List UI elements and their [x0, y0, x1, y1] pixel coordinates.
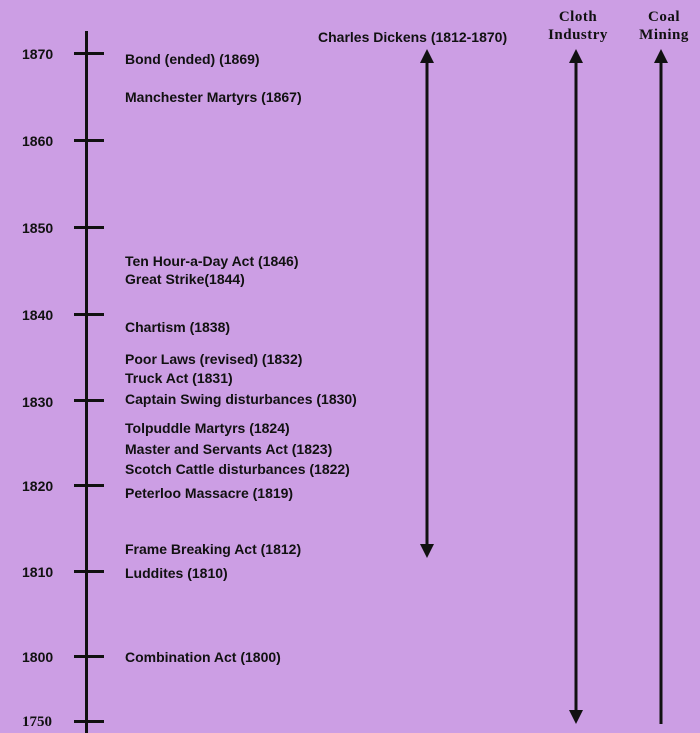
tick-1840 [74, 313, 104, 316]
event-label: Captain Swing disturbances (1830) [125, 391, 357, 407]
event-label: Bond (ended) (1869) [125, 51, 260, 67]
event-label: Truck Act (1831) [125, 370, 233, 386]
year-label: 1840 [22, 307, 54, 323]
year-label: 1800 [22, 649, 54, 665]
event-label: Ten Hour-a-Day Act (1846) [125, 253, 299, 269]
coal-header-line1: Coal [648, 9, 680, 25]
event-label: Manchester Martyrs (1867) [125, 89, 302, 105]
tick-1860 [74, 139, 104, 142]
event-label: Tolpuddle Martyrs (1824) [125, 420, 290, 436]
year-label: 1750 [22, 714, 52, 730]
event-label: Peterloo Massacre (1819) [125, 485, 294, 501]
year-label: 1860 [22, 133, 54, 149]
cloth-header-line2: Industry [548, 27, 608, 43]
event-label: Frame Breaking Act (1812) [125, 541, 302, 557]
tick-1850 [74, 226, 104, 229]
year-label: 1830 [22, 394, 54, 410]
event-label: Great Strike(1844) [125, 271, 245, 287]
cloth-header-line1: Cloth [558, 9, 598, 25]
event-label: Master and Servants Act (1823) [125, 441, 333, 457]
year-label: 1810 [22, 564, 54, 580]
coal-mining-span-arrow [654, 49, 668, 724]
tick-1810 [74, 570, 104, 573]
event-label: Poor Laws (revised) (1832) [125, 351, 303, 367]
year-label: 1850 [22, 220, 54, 236]
coal-mining-header: Coal Mining [634, 8, 694, 44]
event-label: Luddites (1810) [125, 565, 228, 581]
event-label: Chartism (1838) [125, 319, 231, 335]
event-label: Scotch Cattle disturbances (1822) [125, 461, 350, 477]
tick-1870 [74, 52, 104, 55]
tick-1830 [74, 399, 104, 402]
cloth-industry-header: Cloth Industry [542, 8, 614, 44]
tick-1800 [74, 655, 104, 658]
coal-header-line2: Mining [639, 27, 689, 43]
dickens-span-arrow [420, 49, 434, 558]
tick-1750 [74, 720, 104, 723]
event-label: Combination Act (1800) [125, 649, 281, 665]
cloth-industry-span-arrow [569, 49, 583, 724]
year-label: 1870 [22, 46, 54, 62]
timeline-axis [85, 31, 88, 733]
tick-1820 [74, 484, 104, 487]
dickens-header: Charles Dickens (1812-1870) [318, 29, 508, 45]
year-label: 1820 [22, 478, 54, 494]
